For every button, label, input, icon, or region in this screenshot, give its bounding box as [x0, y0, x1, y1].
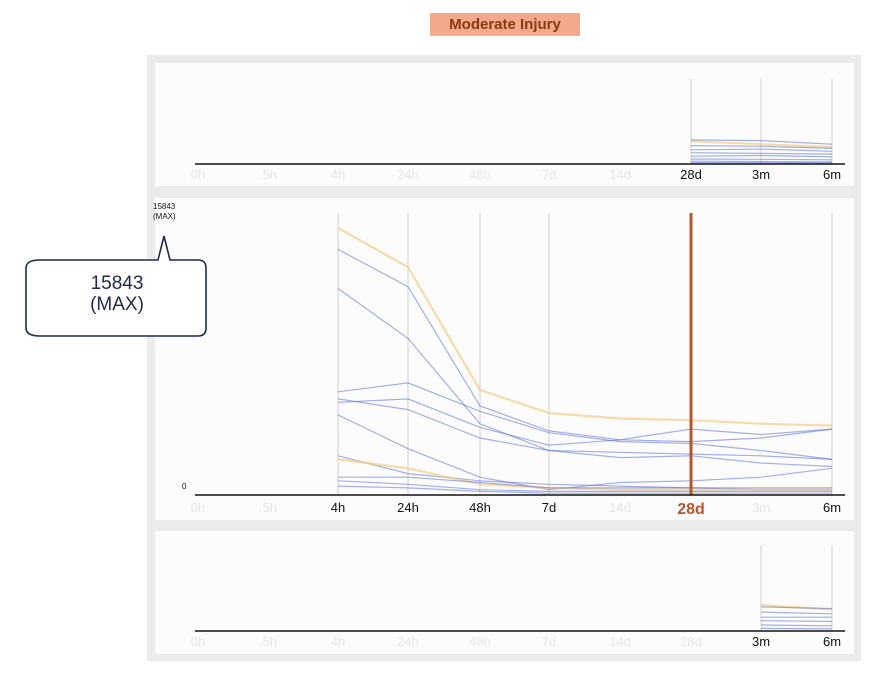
series-line-1 — [690, 140, 833, 149]
panel-bottom: 0h .5h 4h 24h 48h 7d 14d 28d 3m 6m — [155, 531, 854, 654]
tick-label-p5h: .5h — [259, 167, 277, 182]
panel-middle: 0h .5h 4h 24h 48h 7d 14d 28d 3m 6m 15843 (MAX) 0 — [153, 198, 854, 520]
panel-bottom-plot: 0h .5h 4h 24h 48h 7d 14d 28d 3m 6m — [191, 545, 845, 649]
series-line-12 — [337, 485, 832, 494]
tick-label-0h: 0h — [191, 500, 205, 515]
tick-label-6m: 6m — [823, 167, 841, 182]
tick-label-7d: 7d — [542, 167, 556, 182]
max-callout-value: 15843 — [90, 273, 144, 294]
tick-label-48h: 48h — [469, 500, 491, 515]
y-min-label: 0 — [182, 482, 187, 491]
series-line-6 — [337, 398, 833, 446]
y-max-value-label: 15843 — [153, 202, 176, 211]
max-callout-bubble — [25, 235, 207, 337]
panel-top: 0h .5h 4h 24h 48h 7d 14d 28d 3m 6m — [155, 63, 854, 186]
series-line-8 — [690, 160, 833, 163]
tick-label-3m: 3m — [752, 634, 770, 649]
series-line-2 — [690, 139, 833, 145]
tick-label-14d: 14d — [609, 634, 631, 649]
series-line-11 — [337, 480, 832, 492]
series-line-6 — [760, 624, 833, 627]
tick-label-0h: 0h — [191, 167, 205, 182]
max-callout-suffix: (MAX) — [90, 294, 144, 315]
tick-label-24h: 24h — [397, 500, 419, 515]
series-line-4 — [690, 148, 833, 152]
tick-label-14d: 14d — [609, 167, 631, 182]
series-line-2 — [337, 248, 833, 443]
tick-label-24h: 24h — [397, 634, 419, 649]
series-line-9 — [337, 458, 832, 491]
panel-top-plot: 0h .5h 4h 24h 48h 7d 14d 28d 3m 6m — [191, 79, 845, 182]
tick-label-0h: 0h — [191, 634, 205, 649]
tick-label-4h: 4h — [331, 500, 345, 515]
tick-label-48h: 48h — [469, 167, 491, 182]
tick-label-14d: 14d — [609, 500, 631, 515]
series-line-6 — [690, 154, 833, 158]
series-line-3 — [690, 145, 833, 149]
tick-label-28d: 28d — [680, 634, 702, 649]
tick-label-p5h: .5h — [259, 634, 277, 649]
tick-label-p5h: .5h — [259, 500, 277, 515]
tick-label-6m: 6m — [823, 500, 841, 515]
series-line-7 — [760, 627, 833, 630]
tick-label-3m: 3m — [752, 167, 770, 182]
tick-label-4h: 4h — [331, 634, 345, 649]
tick-label-7d: 7d — [542, 500, 556, 515]
series-line-3 — [337, 288, 833, 460]
tick-label-3m: 3m — [752, 500, 770, 515]
tick-label-4h: 4h — [331, 167, 345, 182]
series-line-10 — [338, 476, 832, 489]
series-line-3 — [760, 611, 833, 615]
tick-label-28d: 28d — [680, 167, 702, 182]
tick-label-6m: 6m — [823, 634, 841, 649]
series-line-7 — [337, 414, 833, 491]
chart-title: Moderate Injury — [430, 13, 580, 36]
max-callout-text: 15843 (MAX) — [28, 273, 206, 315]
series-line-5 — [690, 152, 833, 155]
y-max-suffix-label: (MAX) — [153, 212, 176, 221]
series-line-5 — [337, 398, 833, 468]
series-line-7 — [690, 158, 833, 161]
series-line-4 — [337, 382, 833, 460]
tick-label-28d: 28d — [677, 501, 705, 518]
tick-label-48h: 48h — [469, 634, 491, 649]
series-line-5 — [760, 620, 833, 623]
series-line-2 — [760, 606, 833, 610]
tick-label-7d: 7d — [542, 634, 556, 649]
panel-middle-plot: 0h .5h 4h 24h 48h 7d 14d 28d 3m 6m 15843(MAX) 0 — [153, 202, 845, 518]
series-line-1 — [337, 227, 833, 427]
tick-label-24h: 24h — [397, 167, 419, 182]
